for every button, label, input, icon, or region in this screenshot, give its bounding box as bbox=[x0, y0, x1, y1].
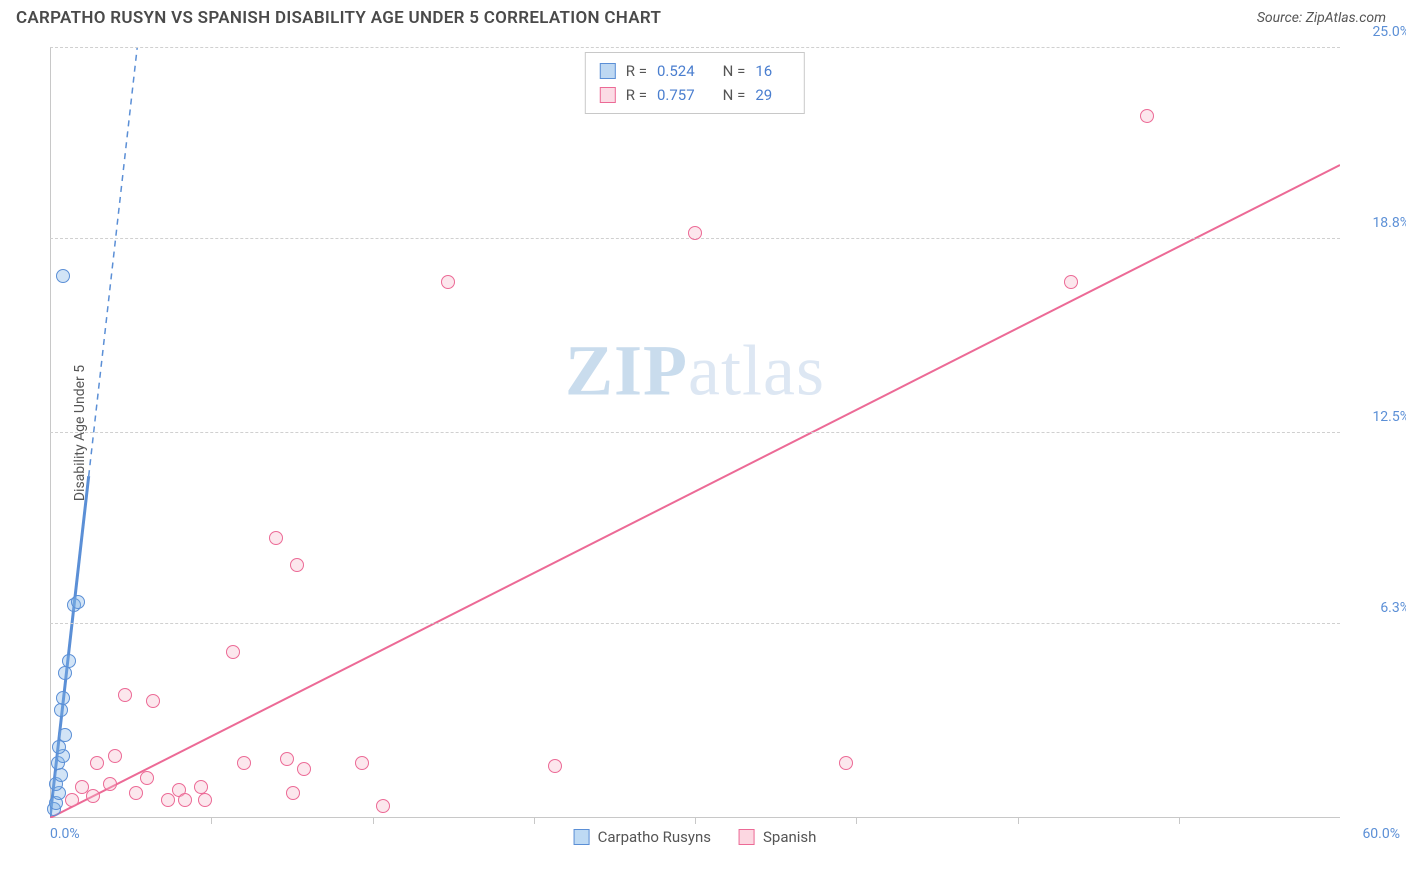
y-axis-line bbox=[50, 48, 51, 818]
data-point bbox=[688, 226, 702, 240]
legend-series-item: Carpatho Rusyns bbox=[574, 828, 711, 846]
data-point bbox=[441, 275, 455, 289]
n-value: 16 bbox=[755, 59, 772, 83]
x-tick bbox=[856, 818, 857, 824]
chart-title: CARPATHO RUSYN VS SPANISH DISABILITY AGE… bbox=[16, 8, 661, 28]
chart-source: Source: ZipAtlas.com bbox=[1257, 10, 1386, 26]
data-point bbox=[1140, 109, 1154, 123]
n-label: N = bbox=[723, 83, 746, 107]
data-point bbox=[54, 768, 68, 782]
data-point bbox=[355, 756, 369, 770]
legend-series: Carpatho Rusyns Spanish bbox=[574, 828, 817, 846]
y-tick-label: 25.0% bbox=[1372, 24, 1406, 40]
r-label: R = bbox=[626, 59, 647, 83]
data-point bbox=[58, 728, 72, 742]
data-point bbox=[1064, 275, 1078, 289]
legend-correlation-row: R = 0.524 N = 16 bbox=[600, 59, 790, 83]
x-tick bbox=[695, 818, 696, 824]
data-point bbox=[376, 799, 390, 813]
data-point bbox=[86, 789, 100, 803]
x-tick bbox=[1179, 818, 1180, 824]
chart-area: Disability Age Under 5 ZIPatlas 6.3%12.5… bbox=[50, 48, 1340, 818]
data-point bbox=[290, 558, 304, 572]
legend-swatch bbox=[739, 829, 755, 845]
legend-series-item: Spanish bbox=[739, 828, 816, 846]
legend-series-label: Spanish bbox=[763, 828, 816, 846]
n-label: N = bbox=[723, 59, 746, 83]
gridline bbox=[50, 47, 1340, 48]
legend-correlation-row: R = 0.757 N = 29 bbox=[600, 83, 790, 107]
data-point bbox=[839, 756, 853, 770]
data-point bbox=[71, 595, 85, 609]
data-point bbox=[178, 793, 192, 807]
legend-series-label: Carpatho Rusyns bbox=[598, 828, 711, 846]
data-point bbox=[548, 759, 562, 773]
data-point bbox=[103, 777, 117, 791]
y-tick-label: 6.3% bbox=[1380, 600, 1406, 616]
watermark: ZIPatlas bbox=[565, 330, 825, 413]
data-point bbox=[146, 694, 160, 708]
data-point bbox=[286, 786, 300, 800]
x-tick bbox=[534, 818, 535, 824]
data-point bbox=[269, 531, 283, 545]
r-value: 0.757 bbox=[657, 83, 695, 107]
x-tick bbox=[1018, 818, 1019, 824]
legend-swatch bbox=[600, 87, 616, 103]
data-point bbox=[52, 740, 66, 754]
data-point bbox=[58, 666, 72, 680]
data-point bbox=[90, 756, 104, 770]
data-point bbox=[56, 691, 70, 705]
legend-correlation: R = 0.524 N = 16 R = 0.757 N = 29 bbox=[585, 52, 805, 114]
x-tick bbox=[211, 818, 212, 824]
legend-swatch bbox=[600, 63, 616, 79]
data-point bbox=[140, 771, 154, 785]
data-point bbox=[118, 688, 132, 702]
data-point bbox=[297, 762, 311, 776]
data-point bbox=[56, 269, 70, 283]
r-value: 0.524 bbox=[657, 59, 695, 83]
data-point bbox=[54, 703, 68, 717]
x-origin-label: 0.0% bbox=[50, 826, 80, 842]
chart-header: CARPATHO RUSYN VS SPANISH DISABILITY AGE… bbox=[0, 0, 1406, 36]
data-point bbox=[198, 793, 212, 807]
gridline bbox=[50, 623, 1340, 624]
data-point bbox=[108, 749, 122, 763]
x-max-label: 60.0% bbox=[1362, 826, 1400, 842]
gridline bbox=[50, 432, 1340, 433]
trend-lines bbox=[50, 48, 1340, 818]
n-value: 29 bbox=[755, 83, 772, 107]
y-tick-label: 12.5% bbox=[1372, 409, 1406, 425]
r-label: R = bbox=[626, 83, 647, 107]
data-point bbox=[237, 756, 251, 770]
y-tick-label: 18.8% bbox=[1372, 215, 1406, 231]
data-point bbox=[129, 786, 143, 800]
x-tick bbox=[373, 818, 374, 824]
data-point bbox=[280, 752, 294, 766]
data-point bbox=[226, 645, 240, 659]
y-axis-label: Disability Age Under 5 bbox=[72, 365, 88, 501]
data-point bbox=[65, 793, 79, 807]
legend-swatch bbox=[574, 829, 590, 845]
